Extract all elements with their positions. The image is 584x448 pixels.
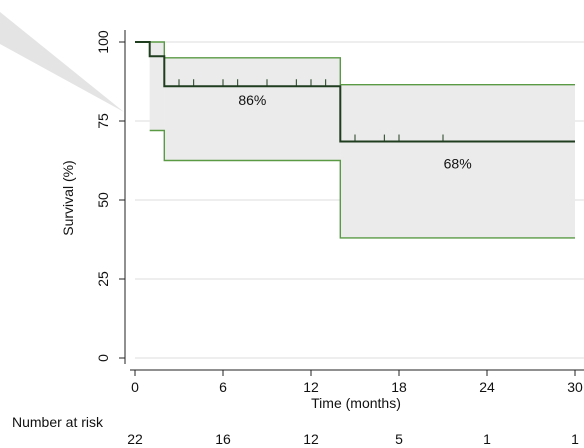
x-tick-label: 12 <box>303 379 319 395</box>
risk-count: 1 <box>483 431 491 447</box>
ci-lines <box>135 41 575 239</box>
axes: 0 25 50 75 100 0 6 12 18 24 30 <box>95 30 584 395</box>
x-tick-label: 24 <box>479 379 495 395</box>
survival-line <box>135 41 575 143</box>
x-axis-title: Time (months) <box>311 395 401 411</box>
ci-upper-line <box>135 41 575 86</box>
x-tick-label: 18 <box>391 379 407 395</box>
risk-table-label: Number at risk <box>12 414 104 430</box>
y-tick-label: 50 <box>95 192 111 208</box>
x-tick-label: 30 <box>567 379 583 395</box>
y-tick-label: 75 <box>95 113 111 129</box>
risk-count: 16 <box>215 431 231 447</box>
risk-count: 22 <box>127 431 143 447</box>
x-tick-label: 0 <box>131 379 139 395</box>
annotation-label: 68% <box>444 155 472 171</box>
y-tick-label: 25 <box>95 271 111 287</box>
ci-band-segment <box>149 42 165 131</box>
risk-count: 1 <box>571 431 579 447</box>
risk-count: 12 <box>303 431 319 447</box>
ci-lower-line <box>149 129 575 239</box>
annotations: 86% 68% 22 16 12 5 1 1 <box>127 92 579 447</box>
ci-band-segment <box>164 57 341 161</box>
y-tick-label: 100 <box>95 30 111 54</box>
y-tick-label: 0 <box>95 354 111 362</box>
ci-band-segment <box>340 84 575 238</box>
y-axis-title: Survival (%) <box>60 160 76 235</box>
x-tick-label: 6 <box>219 379 227 395</box>
censor-marks <box>178 79 444 142</box>
ci-band <box>149 42 575 238</box>
decorative-wedge <box>0 12 124 112</box>
annotation-label: 86% <box>238 92 266 108</box>
risk-count: 5 <box>395 431 403 447</box>
survival-curve-group <box>135 41 575 143</box>
